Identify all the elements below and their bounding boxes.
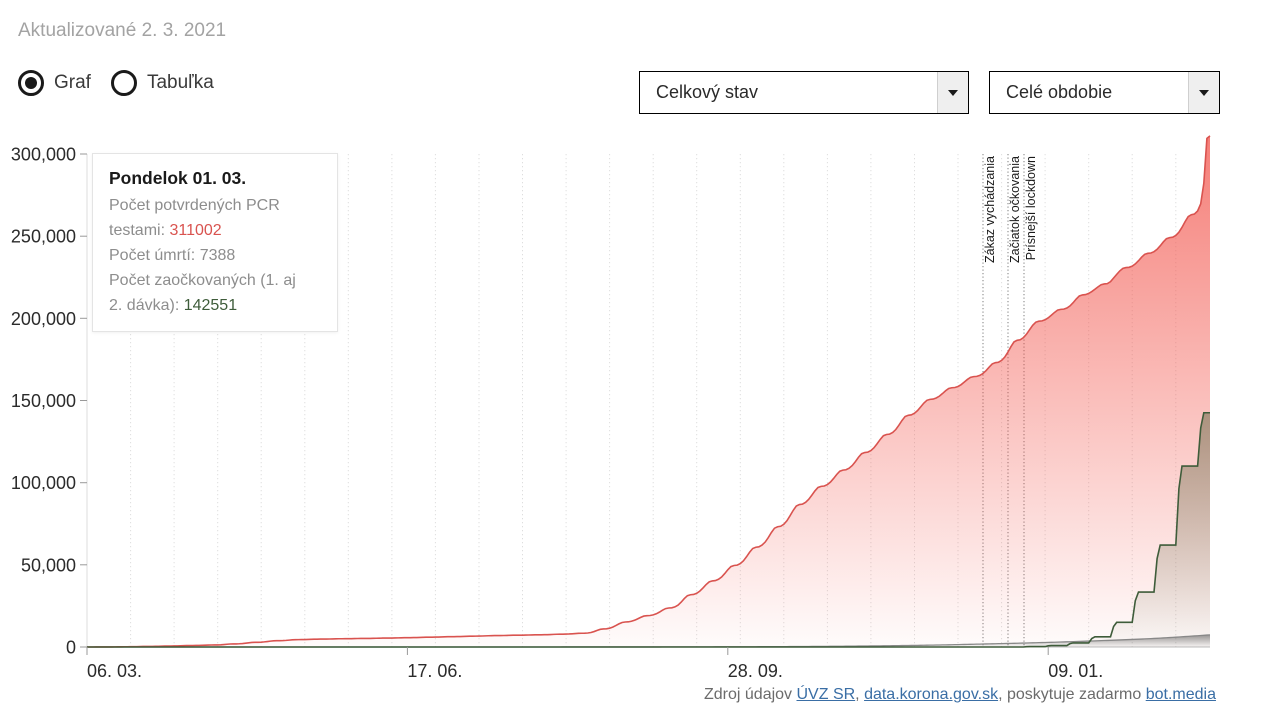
svg-text:0: 0 — [66, 638, 76, 658]
svg-text:150,000: 150,000 — [11, 391, 76, 411]
svg-text:100,000: 100,000 — [11, 473, 76, 493]
svg-text:28. 09.: 28. 09. — [728, 661, 783, 681]
svg-text:200,000: 200,000 — [11, 309, 76, 329]
svg-text:09. 01.: 09. 01. — [1048, 661, 1103, 681]
svg-text:250,000: 250,000 — [11, 227, 76, 247]
svg-text:50,000: 50,000 — [21, 555, 76, 575]
svg-text:300,000: 300,000 — [11, 145, 76, 165]
svg-text:06. 03.: 06. 03. — [87, 661, 142, 681]
svg-text:17. 06.: 17. 06. — [407, 661, 462, 681]
